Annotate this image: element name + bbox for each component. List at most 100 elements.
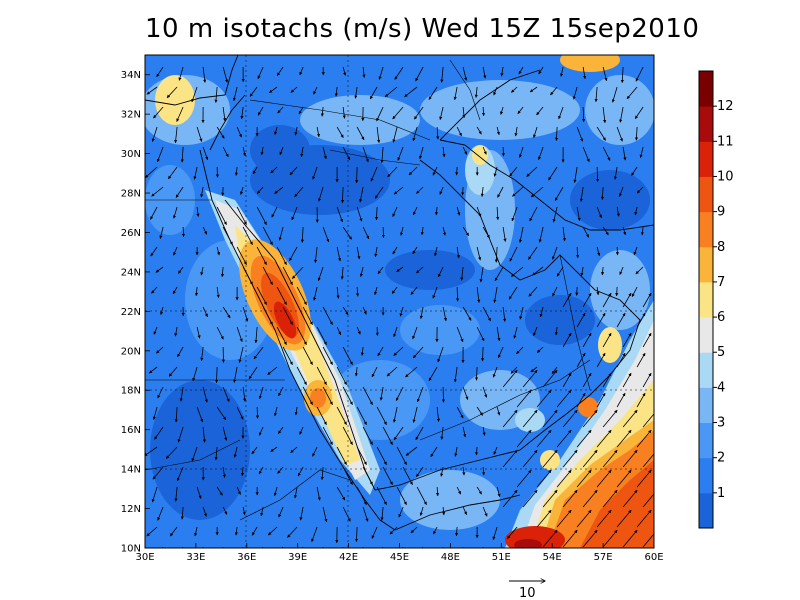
wind-vector — [517, 106, 524, 114]
wind-vector — [370, 166, 378, 182]
wind-vector — [413, 106, 424, 120]
wind-vector — [177, 426, 184, 443]
wind-vector — [442, 306, 447, 322]
wind-vector — [582, 529, 598, 548]
wind-vector — [622, 489, 638, 508]
wind-vector — [262, 306, 273, 325]
wind-vector — [342, 426, 353, 445]
wind-vector — [392, 126, 398, 143]
x-tick-label: 45E — [390, 552, 409, 563]
wind-vector — [236, 246, 247, 265]
wind-vector — [389, 526, 398, 535]
wind-vector — [410, 286, 418, 295]
wind-vector — [356, 446, 367, 465]
wind-vector — [196, 406, 204, 423]
wind-vector — [156, 146, 164, 163]
y-tick-label: 22N — [121, 307, 141, 318]
wind-vector — [416, 386, 424, 403]
wind-vector — [642, 453, 654, 468]
wind-vector — [576, 392, 586, 408]
colorbar-segment — [699, 492, 713, 529]
wind-vector — [255, 406, 260, 419]
x-tick-label: 60E — [644, 552, 663, 563]
wind-vector — [256, 186, 264, 194]
x-tick-label: 39E — [288, 552, 307, 563]
wind-vector — [313, 86, 318, 95]
wind-vector — [576, 126, 584, 142]
colorbar-label: 9 — [717, 205, 725, 220]
wind-vector — [481, 466, 486, 476]
wind-vector — [260, 146, 264, 156]
wind-vector — [481, 106, 486, 117]
wind-vector — [512, 186, 524, 197]
wind-vector — [382, 426, 393, 445]
wind-vector — [156, 66, 164, 78]
wind-vector — [636, 352, 646, 368]
wind-vector — [174, 406, 178, 423]
wind-vector — [509, 166, 518, 177]
x-tick-label: 54E — [543, 552, 562, 563]
wind-vector — [602, 489, 618, 508]
y-tick-label: 16N — [121, 425, 141, 436]
wind-vector — [602, 292, 612, 308]
x-tick-label: 57E — [594, 552, 613, 563]
x-tick-label: 51E — [492, 552, 511, 563]
wind-vector — [506, 526, 518, 539]
wind-vector — [355, 166, 359, 184]
wind-vector — [355, 286, 360, 297]
wind-vector — [509, 246, 518, 262]
wind-vector — [416, 266, 424, 274]
wind-vector — [318, 186, 324, 202]
wind-vector — [322, 306, 333, 325]
colorbar-segment — [699, 141, 713, 177]
wind-vector — [392, 406, 398, 423]
wind-vector — [191, 86, 198, 103]
wind-vector — [636, 186, 644, 194]
wind-vector — [168, 366, 178, 377]
wind-vector — [400, 226, 404, 236]
wind-vector — [548, 166, 558, 181]
wind-vector — [494, 266, 504, 282]
wind-vector — [196, 486, 202, 499]
wind-vector — [382, 466, 393, 485]
wind-vector — [257, 66, 264, 79]
x-tick-label: 33E — [186, 552, 205, 563]
wind-vector — [528, 246, 538, 260]
wind-vector — [432, 286, 438, 299]
wind-vector — [279, 146, 284, 156]
wind-vector — [613, 166, 618, 180]
wind-vector — [622, 146, 627, 161]
wind-vector — [313, 286, 318, 301]
wind-vector — [371, 526, 378, 539]
wind-vector — [336, 246, 342, 262]
wind-vector — [260, 506, 264, 517]
wind-vector — [556, 509, 572, 528]
wind-vector — [642, 413, 654, 428]
x-tick-label: 48E — [441, 552, 460, 563]
wind-vector — [519, 306, 524, 320]
wind-vector — [456, 206, 461, 216]
wind-vector — [437, 266, 444, 278]
wind-vector — [562, 372, 572, 388]
wind-vector — [454, 446, 458, 457]
wind-vector — [576, 206, 581, 222]
wind-vector — [222, 506, 228, 515]
wind-vector — [252, 166, 258, 175]
wind-vector — [560, 66, 564, 77]
wind-vector — [196, 206, 200, 217]
wind-vector — [642, 292, 652, 308]
wind-vector — [508, 286, 518, 300]
wind-vector — [516, 346, 524, 355]
wind-vector — [440, 66, 444, 83]
wind-vector — [393, 346, 404, 356]
wind-vector — [354, 526, 359, 543]
colorbar-segment — [699, 176, 713, 213]
wind-vector — [442, 506, 446, 516]
wind-vector — [481, 346, 485, 362]
wind-vector — [153, 326, 158, 335]
chart-title: 10 m isotachs (m/s) Wed 15Z 15sep2010 — [145, 14, 700, 44]
wind-vector — [356, 246, 361, 260]
wind-vector — [500, 66, 504, 77]
wind-vector — [402, 466, 413, 485]
wind-vector — [482, 506, 488, 517]
